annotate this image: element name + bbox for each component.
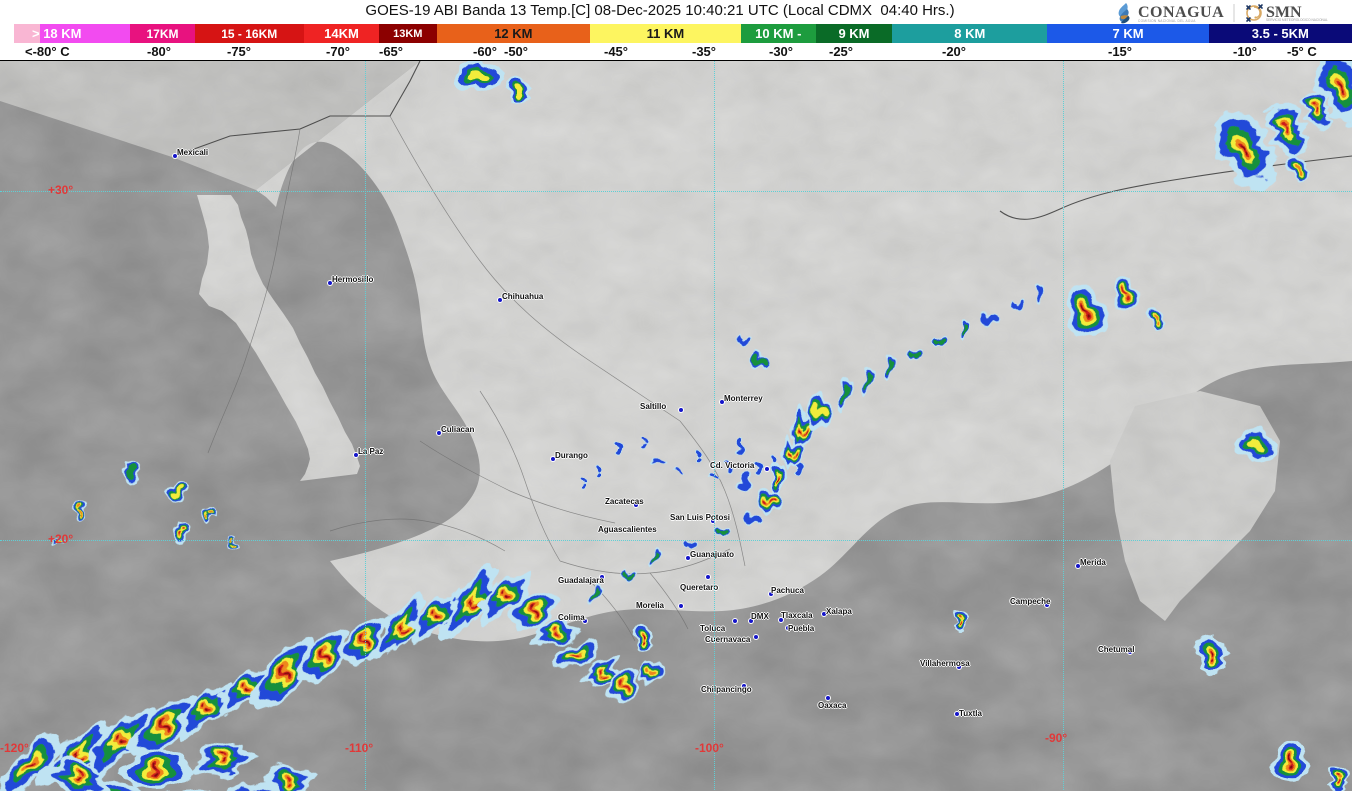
svg-text:SERVICIO METEOROLOGICO NACIONA: SERVICIO METEOROLOGICO NACIONAL bbox=[1266, 18, 1328, 22]
svg-text:COMISION NACIONAL DEL AGUA: COMISION NACIONAL DEL AGUA bbox=[1138, 19, 1196, 23]
